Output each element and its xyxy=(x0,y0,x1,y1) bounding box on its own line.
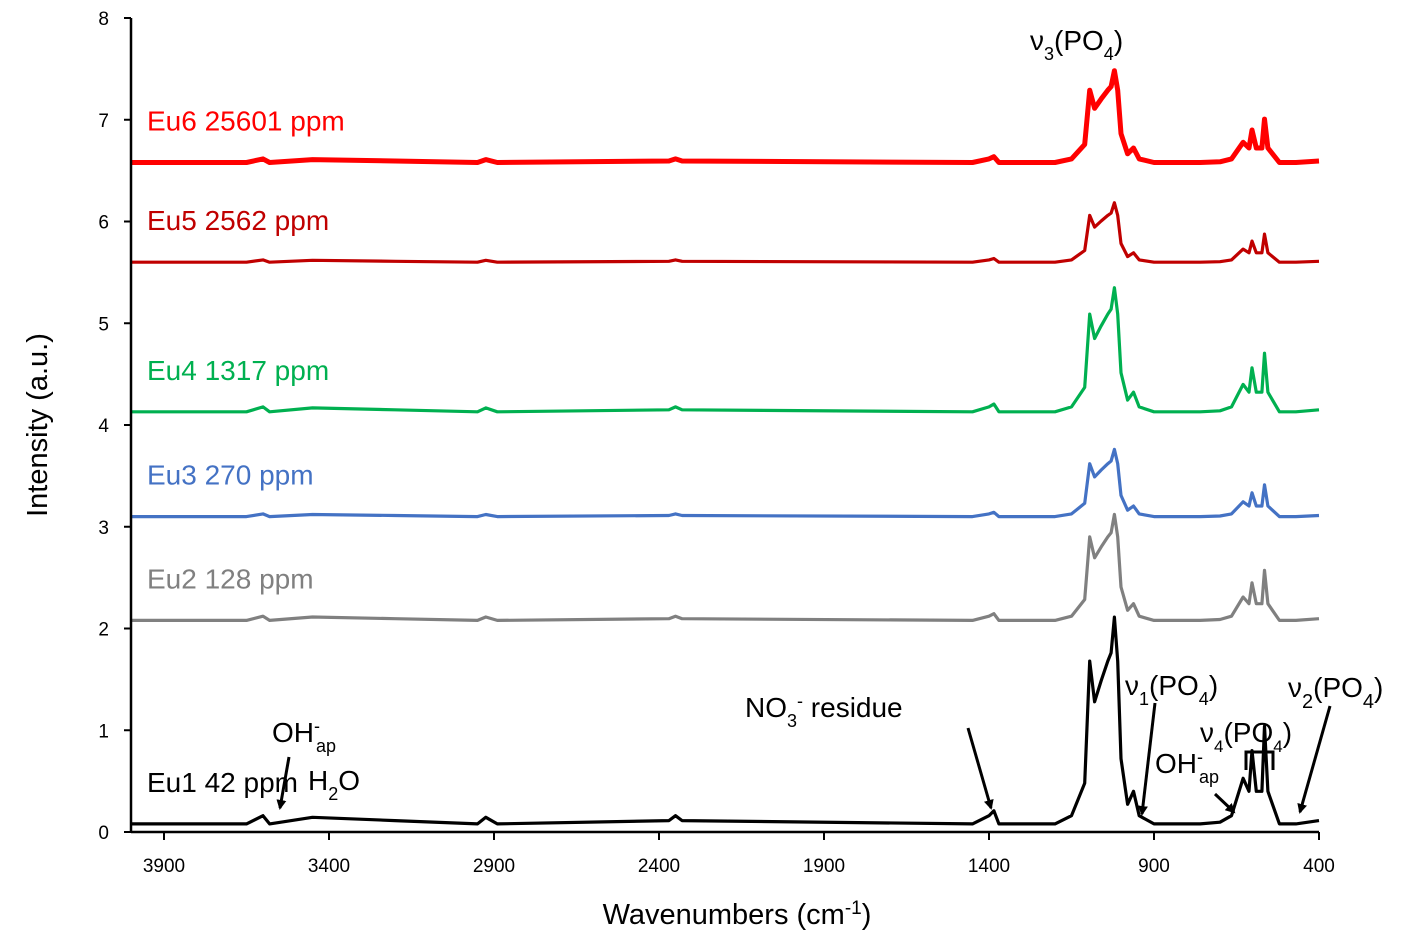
nu1-label: ν1(PO4) xyxy=(1125,670,1218,709)
axes-layer: 0 1 2 3 4 5 6 7 8 3900 3400 2900 2400 1900 1400 900 400 W… xyxy=(22,9,1335,931)
series-layer xyxy=(131,68,1320,826)
x-axis-title: Wavenumbers (cm-1) xyxy=(603,898,872,932)
y-axis-title: Intensity (a.u.) xyxy=(22,333,54,517)
x-tick-label: 2900 xyxy=(473,856,515,877)
series-line-6 xyxy=(131,68,1320,165)
y-tick-label: 6 xyxy=(98,213,109,234)
series-line-5 xyxy=(131,201,1320,264)
x-tick-label: 3400 xyxy=(308,856,350,877)
y-tick-label: 5 xyxy=(98,314,109,335)
y-tick-label: 8 xyxy=(98,9,109,30)
y-tick-label: 2 xyxy=(98,620,109,641)
nu2-arrow xyxy=(1297,705,1332,814)
ohap-right-label: OH-ap xyxy=(1155,747,1219,787)
series-line-4 xyxy=(131,286,1320,414)
series-label-5: Eu5 2562 ppm xyxy=(147,205,329,236)
x-tick-label: 1400 xyxy=(968,856,1010,877)
series-label-4: Eu4 1317 ppm xyxy=(147,355,329,386)
annotations: ν3(PO4) NO3- residue ν1(PO4) ν2(PO4) ν4(… xyxy=(272,25,1383,816)
no3-residue-label: NO3- residue xyxy=(745,691,903,731)
ohap-left-arrow xyxy=(276,756,291,810)
x-tick-label: 400 xyxy=(1303,856,1335,877)
no3-arrow xyxy=(966,727,994,810)
x-tick-label: 900 xyxy=(1138,856,1170,877)
series-line-3 xyxy=(131,447,1320,519)
series-label-1: Eu1 42 ppm xyxy=(147,767,298,798)
nu4-bracket xyxy=(1244,750,1275,770)
y-tick-label: 0 xyxy=(98,823,109,844)
y-tick-label: 1 xyxy=(98,721,109,742)
series-labels: Eu1 42 ppm Eu2 128 ppm Eu3 270 ppm Eu4 1317… xyxy=(147,105,345,797)
h2o-label: H2O xyxy=(308,765,360,804)
y-tick-label: 4 xyxy=(98,416,109,437)
x-tick-label: 3900 xyxy=(143,856,185,877)
x-tick-label: 1900 xyxy=(803,856,845,877)
ohap-left-label: OH-ap xyxy=(272,716,336,756)
x-tick-label: 2400 xyxy=(638,856,680,877)
y-tick-label: 7 xyxy=(98,111,109,132)
series-line-1 xyxy=(131,615,1320,826)
nu3-label: ν3(PO4) xyxy=(1030,25,1123,64)
nu1-arrow xyxy=(1137,702,1157,816)
y-tick-label: 3 xyxy=(98,518,109,539)
series-label-3: Eu3 270 ppm xyxy=(147,460,314,491)
series-line-2 xyxy=(131,512,1320,623)
series-label-2: Eu2 128 ppm xyxy=(147,563,314,594)
nu4-label: ν4(PO4) xyxy=(1200,717,1292,756)
series-label-6: Eu6 25601 ppm xyxy=(147,105,345,136)
nu2-label: ν2(PO4) xyxy=(1288,672,1383,713)
ohap-right-arrow xyxy=(1213,792,1236,814)
